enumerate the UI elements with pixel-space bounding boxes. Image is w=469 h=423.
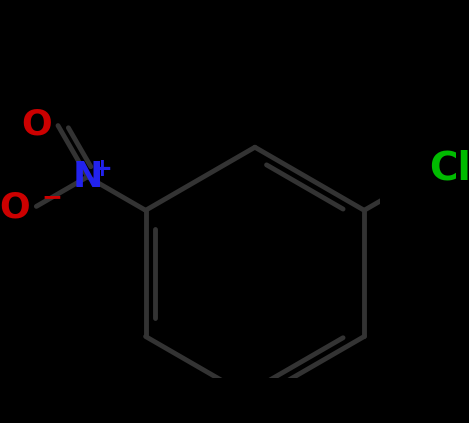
- Text: −: −: [42, 185, 63, 209]
- Text: +: +: [91, 157, 112, 181]
- Text: N: N: [72, 160, 103, 194]
- Text: O: O: [21, 107, 52, 141]
- Text: O: O: [0, 191, 30, 225]
- Text: Cl: Cl: [430, 149, 469, 187]
